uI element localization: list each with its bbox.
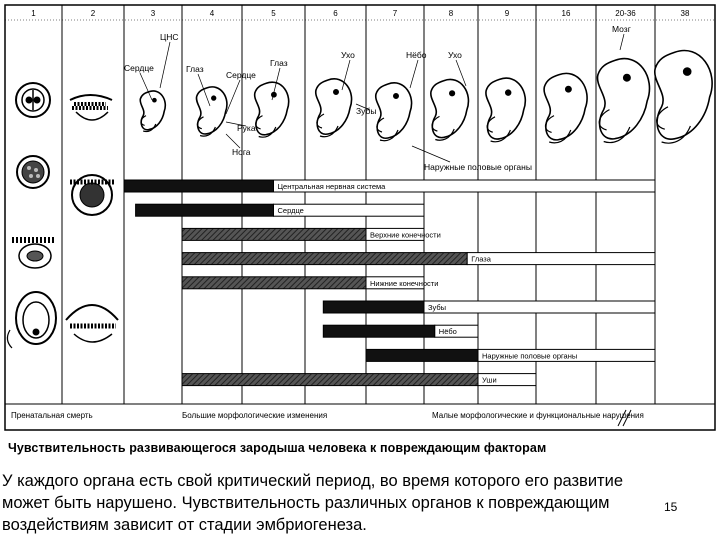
blastocyst-illustration [12, 237, 56, 269]
stage-pointers [139, 33, 625, 163]
embryo-silhouette [485, 77, 526, 143]
week-label: 16 [562, 9, 571, 18]
critical-period-bar [181, 373, 479, 387]
minor-changes-label: Малые морфологические и функциональные н… [432, 411, 644, 420]
sensitive-period-bar [477, 348, 656, 362]
organ-label: Сердце [278, 206, 304, 215]
axis-break-marks [617, 409, 632, 427]
label-ear: Ухо [341, 50, 355, 60]
body-paragraph: У каждого органа есть свой критический п… [2, 472, 623, 534]
week-labels: 1 2 3 4 5 6 7 8 9 16 20-36 38 [31, 9, 690, 18]
prenatal-death-label: Пренатальная смерть [11, 411, 93, 420]
early-embryo-illustrations [6, 82, 119, 349]
page-number: 15 [664, 500, 678, 514]
label-brain: Мозг [612, 24, 631, 34]
week-label: 3 [151, 9, 156, 18]
disc-illustration [65, 304, 119, 343]
embryo-silhouette [596, 57, 651, 144]
label-heart-2: Сердце [226, 70, 256, 80]
embryo-silhouette [195, 86, 228, 137]
week-label: 9 [505, 9, 510, 18]
sensitive-period-bar [477, 373, 537, 387]
critical-period-bar [123, 179, 274, 193]
critical-period-bar [322, 324, 436, 338]
early-embryo-illustration [6, 291, 57, 349]
critical-period-bar [322, 300, 425, 314]
label-cns: ЦНС [160, 32, 179, 42]
week-label: 7 [393, 9, 398, 18]
critical-period-bar [135, 203, 274, 217]
week-label: 1 [31, 9, 36, 18]
critical-period-bar [181, 276, 367, 290]
organ-label: Зубы [428, 303, 446, 312]
week-label: 38 [681, 9, 690, 18]
sensitivity-diagram: 1 2 3 4 5 6 7 8 9 16 20-36 38 [4, 4, 716, 431]
morula-illustration [16, 155, 50, 189]
organ-label: Нёбо [439, 327, 457, 336]
week-label: 8 [449, 9, 454, 18]
zygote-illustration [15, 82, 51, 118]
organ-label: Глаза [471, 255, 492, 264]
organ-label: Нижние конечности [370, 279, 438, 288]
week-label: 6 [333, 9, 338, 18]
label-teeth: Зубы [356, 106, 376, 116]
implanted-embryo-illustration [69, 94, 113, 121]
sensitive-period-bar [273, 179, 656, 193]
embryo-silhouette [314, 78, 353, 138]
embryo-silhouette [139, 90, 167, 133]
embryo-silhouette [543, 72, 588, 144]
organ-label: Уши [482, 376, 497, 385]
sensitive-period-bar [365, 276, 425, 290]
embryo-silhouette [253, 81, 290, 138]
week-label: 2 [91, 9, 96, 18]
label-arm: Рука [237, 123, 256, 133]
critical-period-bar [365, 348, 479, 362]
diagram-frame [4, 4, 716, 431]
label-heart: Сердце [124, 63, 154, 73]
sensitive-period-bar [466, 252, 656, 266]
major-changes-label: Большие морфологические изменения [182, 411, 327, 420]
outcome-row: Пренатальная смерть Большие морфологичес… [5, 403, 715, 427]
sensitive-period-bar [423, 300, 656, 314]
label-leg: Нога [232, 147, 251, 157]
organ-label: Верхние конечности [370, 230, 441, 239]
label-palate: Нёбо [406, 50, 427, 60]
figure-caption: Чувствительность развивающегося зародыша… [8, 441, 547, 455]
week-label: 4 [210, 9, 215, 18]
organ-label: Центральная нервная система [278, 182, 387, 191]
label-ear-2: Ухо [448, 50, 462, 60]
embryo-silhouette [374, 82, 413, 142]
sensitive-period-bar [365, 227, 425, 241]
gastrula-illustration [70, 174, 114, 216]
stage-labels: ЦНС Сердце Глаз Сердце Глаз Рука Нога Ух… [124, 24, 631, 172]
label-genitals: Наружные половые органы [424, 162, 532, 172]
week-label: 20-36 [615, 9, 636, 18]
label-eye-left: Глаз [186, 64, 204, 74]
organ-label: Наружные половые органы [482, 351, 577, 360]
sensitive-period-bar [273, 203, 425, 217]
critical-period-bar [181, 227, 367, 241]
critical-period-bar [181, 252, 468, 266]
week-label: 5 [271, 9, 276, 18]
embryo-silhouettes [139, 49, 713, 144]
embryo-silhouette [430, 78, 470, 141]
organ-sensitivity-bars: Центральная нервная система Сердце Верхние… [123, 179, 656, 387]
sensitive-period-bar [434, 324, 479, 338]
embryo-silhouette [654, 49, 713, 144]
label-eye-right: Глаз [270, 58, 288, 68]
